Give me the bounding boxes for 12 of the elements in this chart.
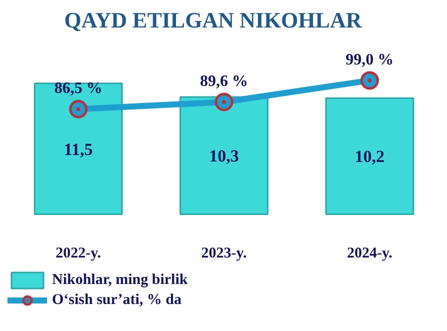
legend-label: Nikohlar, ming birlik (52, 272, 188, 288)
data-label: 86,5 % (54, 80, 102, 98)
data-label: 11,5 (64, 140, 93, 159)
chart-title: QAYD ETILGAN NIKOHLAR (64, 8, 363, 32)
data-label: 99,0 % (346, 51, 394, 68)
x-tick-label: 2024-y. (346, 246, 393, 262)
x-tick-label: 2022-y. (56, 246, 102, 262)
x-tick-label: 2023-y. (201, 246, 247, 262)
data-label: 89,6 % (200, 73, 248, 90)
data-label: 10,3 (209, 146, 239, 166)
data-label: 10,2 (354, 147, 385, 166)
legend-label: O‘sish sur’ati, % da (52, 292, 182, 308)
